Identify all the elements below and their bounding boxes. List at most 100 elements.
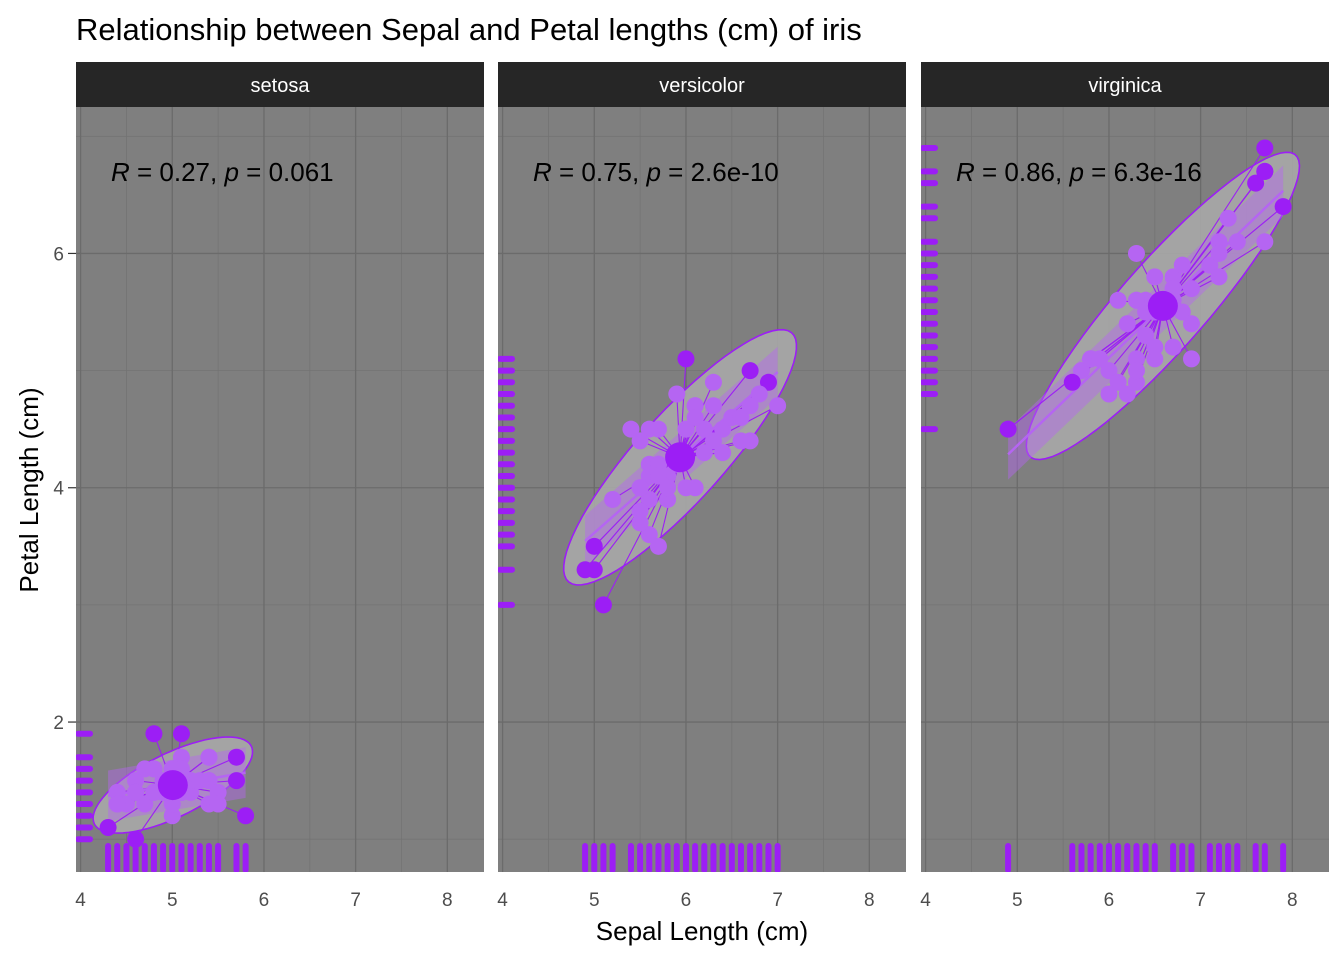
facet-strip — [76, 62, 484, 107]
data-point — [209, 783, 227, 801]
data-point — [1173, 303, 1191, 321]
correlation-label: R = 0.86, p = 6.3e-16 — [956, 157, 1202, 187]
data-point — [1210, 268, 1228, 286]
data-point — [695, 420, 713, 438]
data-point — [732, 432, 750, 450]
data-point — [99, 818, 117, 836]
data-point — [686, 397, 704, 415]
data-point — [1118, 385, 1136, 403]
panel-setosa: setosa R = 0.27, p = 0.061 4 5 6 7 8 — [75, 62, 484, 911]
data-point — [585, 537, 603, 555]
data-point — [1164, 268, 1182, 286]
data-point — [1109, 291, 1127, 309]
data-point — [1091, 350, 1109, 368]
centroid-point — [157, 770, 188, 801]
data-point — [108, 795, 126, 813]
data-point — [640, 420, 658, 438]
panel-background — [76, 107, 484, 872]
facet-label: setosa — [251, 75, 311, 97]
data-point — [1127, 244, 1145, 262]
data-point — [732, 408, 750, 426]
data-point — [999, 420, 1017, 438]
data-point — [750, 385, 768, 403]
data-point — [714, 444, 732, 462]
data-point — [659, 490, 677, 508]
data-point — [741, 362, 759, 380]
data-point — [1219, 209, 1237, 227]
centroid-point — [1147, 290, 1178, 321]
data-point — [695, 444, 713, 462]
data-point — [127, 830, 145, 848]
correlation-label: R = 0.75, p = 2.6e-10 — [533, 157, 779, 187]
data-point — [209, 795, 227, 813]
data-point — [1210, 233, 1228, 251]
x-tick-label: 5 — [1012, 890, 1023, 911]
data-point — [1173, 256, 1191, 274]
data-point — [741, 397, 759, 415]
data-point — [1127, 373, 1145, 391]
data-point — [136, 795, 154, 813]
data-point — [1228, 233, 1246, 251]
data-point — [604, 490, 622, 508]
centroid-point — [665, 442, 696, 473]
data-point — [677, 350, 695, 368]
data-point — [631, 502, 649, 520]
data-point — [585, 561, 603, 579]
data-point — [1146, 350, 1164, 368]
x-tick-label: 6 — [259, 890, 270, 911]
data-point — [1164, 338, 1182, 356]
data-point — [631, 514, 649, 532]
data-point — [1127, 350, 1145, 368]
data-point — [631, 479, 649, 497]
x-tick-label: 6 — [1104, 890, 1115, 911]
data-point — [1072, 362, 1090, 380]
x-tick-label: 8 — [442, 890, 453, 911]
data-point — [163, 807, 181, 825]
data-point — [1256, 233, 1274, 251]
data-point — [714, 420, 732, 438]
data-point — [1146, 268, 1164, 286]
x-tick-label: 4 — [920, 890, 931, 911]
data-point — [659, 479, 677, 497]
panel-virginica: virginica R = 0.86, p = 6.3e-16 4 5 6 7 8 — [920, 62, 1329, 911]
data-point — [227, 772, 245, 790]
data-point — [759, 373, 777, 391]
data-point — [640, 490, 658, 508]
x-tick-label: 4 — [497, 890, 508, 911]
y-tick-label: 6 — [53, 244, 64, 265]
data-point — [127, 783, 145, 801]
data-point — [108, 783, 126, 801]
x-tick-label: 4 — [75, 890, 86, 911]
data-point — [1100, 362, 1118, 380]
data-point — [649, 455, 667, 473]
plot-area — [498, 328, 798, 872]
data-point — [668, 385, 686, 403]
data-point — [1274, 198, 1292, 216]
y-tick-label: 2 — [53, 713, 64, 734]
data-point — [1247, 174, 1265, 192]
data-point — [172, 748, 190, 766]
data-point — [1118, 315, 1136, 333]
x-tick-label: 8 — [864, 890, 875, 911]
facet-strip — [498, 62, 906, 107]
data-point — [1127, 362, 1145, 380]
correlation-label: R = 0.27, p = 0.061 — [111, 157, 334, 187]
y-axis-title: Petal Length (cm) — [14, 387, 44, 592]
data-point — [1182, 350, 1200, 368]
data-point — [1146, 338, 1164, 356]
data-point — [769, 397, 787, 415]
data-point — [649, 467, 667, 485]
x-tick-label: 7 — [772, 890, 783, 911]
data-point — [1137, 326, 1155, 344]
data-point — [237, 807, 255, 825]
data-point — [1063, 373, 1081, 391]
x-tick-label: 7 — [350, 890, 361, 911]
data-point — [1256, 162, 1274, 180]
data-point — [191, 772, 209, 790]
x-tick-label: 8 — [1287, 890, 1298, 911]
x-tick-label: 5 — [167, 890, 178, 911]
facet-strip — [921, 62, 1329, 107]
data-point — [649, 537, 667, 555]
